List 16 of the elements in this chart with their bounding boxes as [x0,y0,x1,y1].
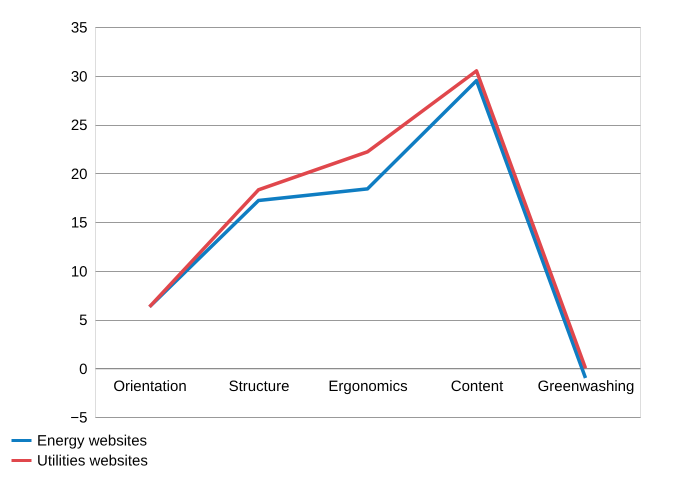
y-tick-label: 5 [79,312,88,329]
x-tick-label: Orientation [113,378,187,395]
y-tick-label: 0 [79,360,88,378]
y-tick-label: 25 [70,117,88,134]
y-tick-label: 35 [70,20,88,36]
y-tick-label: 20 [70,166,88,183]
legend-label: Utilities websites [37,452,148,470]
y-tick-label: −5 [70,410,88,426]
y-tick-label: 30 [70,68,88,86]
legend-label: Energy websites [37,432,148,450]
x-tick-label: Content [450,378,504,395]
x-tick-label: Structure [228,378,290,395]
y-tick-label: 15 [70,214,88,232]
x-tick-label: Ergonomics [328,378,408,395]
x-tick-label: Greenwashing [538,378,634,395]
y-tick-label: 10 [70,263,88,280]
